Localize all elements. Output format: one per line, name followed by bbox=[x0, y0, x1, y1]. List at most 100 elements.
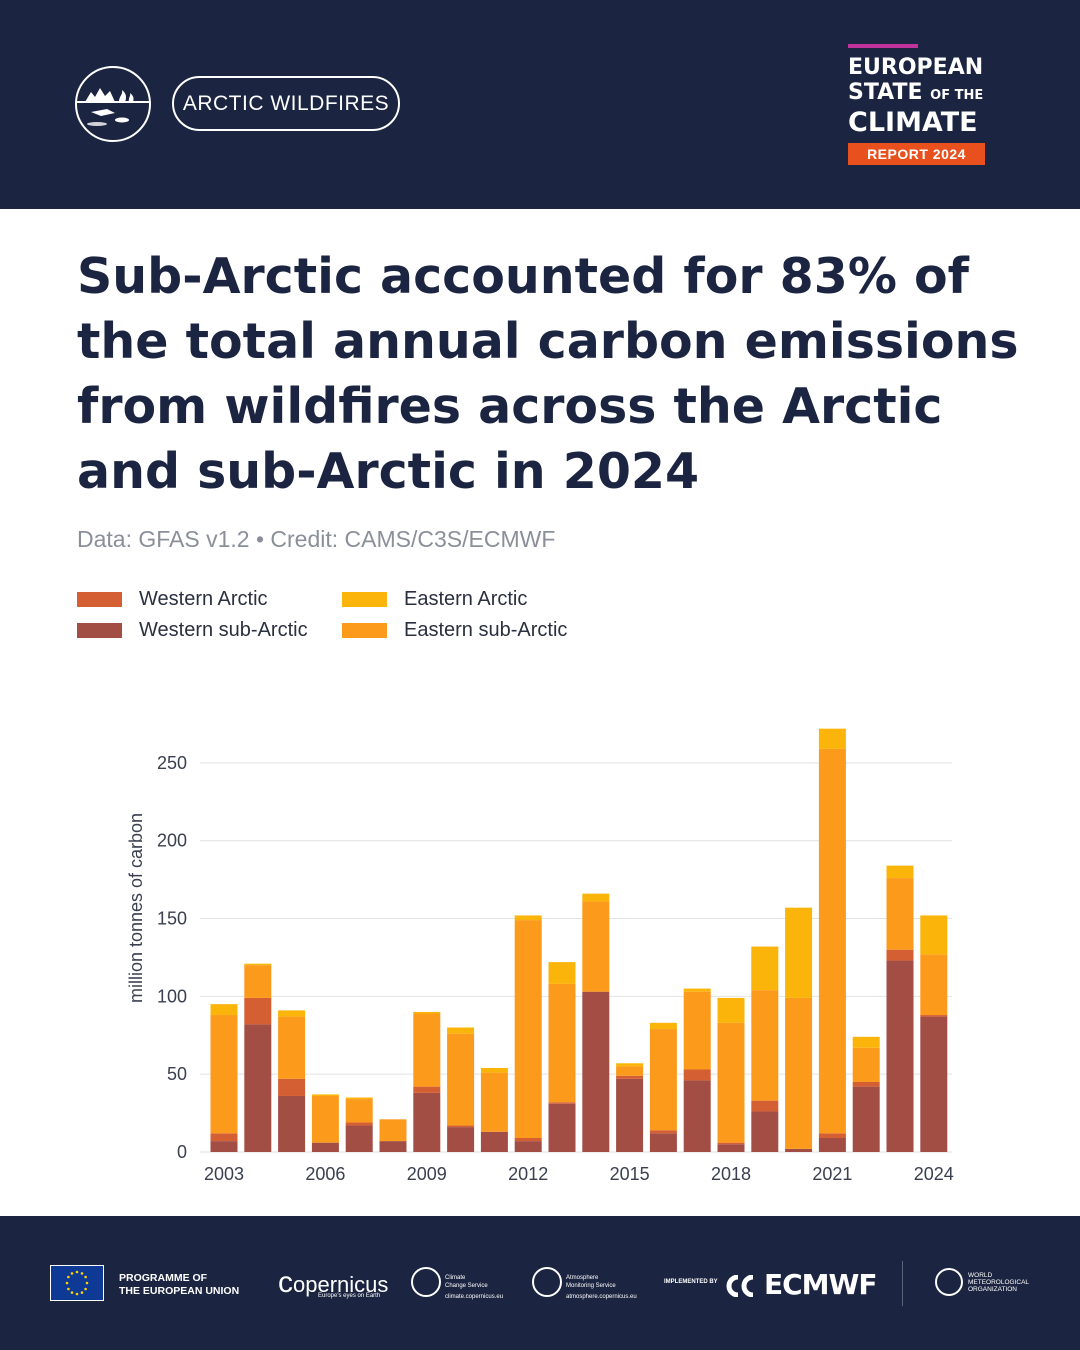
bar-segment-western-sub-arctic-2008 bbox=[379, 1141, 407, 1152]
legend-item-eastern-arctic: Eastern Arctic bbox=[342, 588, 527, 611]
x-tick-label: 2015 bbox=[610, 1164, 650, 1184]
bar-segment-western-arctic-2017 bbox=[683, 1069, 711, 1081]
bar-segment-eastern-arctic-2022 bbox=[852, 1036, 880, 1048]
bar-segment-western-sub-arctic-2017 bbox=[683, 1080, 711, 1152]
y-axis-ticks: 0 50 100 150 200 250 bbox=[157, 753, 187, 1162]
x-tick-label: 2009 bbox=[407, 1164, 447, 1184]
bar-segment-western-arctic-2013 bbox=[548, 1102, 576, 1104]
bar-segment-western-sub-arctic-2020 bbox=[785, 1148, 813, 1152]
legend-item-western-arctic: Western Arctic bbox=[77, 588, 268, 611]
stacked-bar-chart: 0 50 100 150 200 250 2003 2006 2009 2012 2015 2018… bbox=[126, 728, 954, 1184]
wmo-emblem-icon bbox=[935, 1268, 963, 1296]
cams-url: atmosphere.copernicus.eu bbox=[566, 1294, 637, 1300]
logo-word-state: STATE bbox=[848, 80, 923, 105]
bar-segment-western-sub-arctic-2019 bbox=[751, 1111, 779, 1152]
bar-segment-western-sub-arctic-2022 bbox=[852, 1086, 880, 1152]
bar-segment-western-arctic-2010 bbox=[447, 1125, 475, 1128]
bar-segment-eastern-arctic-2020 bbox=[785, 907, 813, 998]
bars bbox=[210, 728, 948, 1152]
bar-segment-eastern-sub-arctic-2008 bbox=[379, 1119, 407, 1142]
cams-line: Monitoring Service bbox=[566, 1283, 616, 1289]
bar-segment-eastern-sub-arctic-2017 bbox=[683, 991, 711, 1070]
copernicus-logo-c: c bbox=[278, 1266, 293, 1299]
wmo-line: METEOROLOGICAL bbox=[968, 1279, 1030, 1286]
bar-segment-western-sub-arctic-2010 bbox=[447, 1127, 475, 1152]
bar-segment-eastern-arctic-2016 bbox=[649, 1022, 677, 1030]
y-tick-label: 100 bbox=[157, 986, 187, 1006]
bar-segment-western-sub-arctic-2018 bbox=[717, 1144, 745, 1152]
bar-segment-eastern-sub-arctic-2020 bbox=[785, 997, 813, 1149]
x-tick-label: 2021 bbox=[812, 1164, 852, 1184]
x-tick-label: 2018 bbox=[711, 1164, 751, 1184]
legend-swatch bbox=[342, 592, 387, 607]
legend-label: Eastern Arctic bbox=[404, 588, 528, 610]
cams-globe-icon bbox=[532, 1267, 562, 1297]
c3s-text: Climate Change Service climate.copernicu… bbox=[445, 1274, 503, 1301]
copernicus-logo: copernicus bbox=[278, 1266, 388, 1300]
bar-segment-eastern-arctic-2013 bbox=[548, 962, 576, 984]
bar-segment-western-arctic-2016 bbox=[649, 1130, 677, 1134]
cams-text: Atmosphere Monitoring Service atmosphere… bbox=[566, 1274, 637, 1301]
footer-banner: PROGRAMME OF THE EUROPEAN UNION copernic… bbox=[0, 1216, 1080, 1350]
bar-segment-western-sub-arctic-2011 bbox=[480, 1131, 508, 1152]
copernicus-tagline: Europe's eyes on Earth bbox=[318, 1293, 381, 1299]
logo-line-climate: CLIMATE bbox=[848, 107, 978, 138]
bar-segment-eastern-sub-arctic-2009 bbox=[413, 1013, 441, 1087]
c3s-url: climate.copernicus.eu bbox=[445, 1294, 504, 1300]
eu-text-line: PROGRAMME OF bbox=[119, 1272, 208, 1284]
bar-segment-eastern-arctic-2023 bbox=[886, 865, 914, 879]
bar-segment-western-arctic-2012 bbox=[514, 1137, 542, 1142]
bar-segment-western-sub-arctic-2005 bbox=[278, 1095, 306, 1152]
bar-segment-western-arctic-2018 bbox=[717, 1142, 745, 1145]
logo-word-of-the: OF THE bbox=[930, 88, 984, 103]
page-title: Sub-Arctic accounted for 83% of the tota… bbox=[77, 248, 1019, 500]
bar-segment-western-arctic-2021 bbox=[818, 1133, 846, 1138]
bar-segment-eastern-arctic-2007 bbox=[345, 1097, 373, 1100]
eu-programme-text: PROGRAMME OF THE EUROPEAN UNION bbox=[119, 1272, 239, 1298]
bar-segment-western-arctic-2022 bbox=[852, 1081, 880, 1087]
bar-segment-western-arctic-2024 bbox=[920, 1015, 948, 1017]
ecmwf-symbol-icon bbox=[726, 1274, 754, 1298]
bar-segment-western-arctic-2007 bbox=[345, 1122, 373, 1126]
bar-segment-eastern-arctic-2010 bbox=[447, 1027, 475, 1034]
bar-segment-eastern-sub-arctic-2006 bbox=[311, 1095, 339, 1143]
legend-item-western-subarctic: Western sub-Arctic bbox=[77, 619, 308, 642]
bar-segment-western-arctic-2003 bbox=[210, 1133, 238, 1142]
bar-segment-eastern-sub-arctic-2003 bbox=[210, 1015, 238, 1134]
bar-segment-western-sub-arctic-2007 bbox=[345, 1125, 373, 1152]
c3s-line: Climate bbox=[445, 1275, 466, 1281]
legend-swatch bbox=[342, 623, 387, 638]
esotc-report-logo: EUROPEAN STATE OF THE CLIMATE REPORT 202… bbox=[848, 44, 988, 165]
bar-segment-eastern-sub-arctic-2005 bbox=[278, 1016, 306, 1079]
bar-segment-eastern-arctic-2004 bbox=[244, 963, 272, 966]
c3s-globe-icon bbox=[411, 1267, 441, 1297]
c3s-line: Change Service bbox=[445, 1283, 488, 1289]
bar-segment-eastern-sub-arctic-2015 bbox=[616, 1066, 644, 1076]
ecmwf-logo-text: ECMWF bbox=[764, 1268, 878, 1301]
y-tick-label: 50 bbox=[167, 1064, 187, 1084]
y-tick-label: 0 bbox=[177, 1142, 187, 1162]
section-badge: ARCTIC WILDFIRES bbox=[172, 76, 400, 131]
logo-line-state: STATE OF THE bbox=[848, 81, 988, 108]
bar-segment-eastern-arctic-2012 bbox=[514, 915, 542, 921]
eu-flag-icon bbox=[50, 1265, 104, 1301]
bar-segment-western-arctic-2004 bbox=[244, 997, 272, 1025]
wildfire-landscape-icon bbox=[77, 88, 149, 126]
bar-segment-eastern-sub-arctic-2010 bbox=[447, 1033, 475, 1126]
x-tick-label: 2012 bbox=[508, 1164, 548, 1184]
bar-segment-eastern-sub-arctic-2014 bbox=[582, 901, 610, 992]
copernicus-logo-text: opernicus bbox=[293, 1272, 389, 1297]
legend-swatch bbox=[77, 592, 122, 607]
y-axis-label: million tonnes of carbon bbox=[126, 813, 146, 1003]
bar-segment-eastern-sub-arctic-2019 bbox=[751, 990, 779, 1101]
bar-segment-eastern-sub-arctic-2007 bbox=[345, 1099, 373, 1123]
bar-segment-western-sub-arctic-2009 bbox=[413, 1092, 441, 1152]
legend-label: Western Arctic bbox=[139, 588, 268, 610]
wmo-line: WORLD bbox=[968, 1272, 993, 1279]
wmo-text: WORLD METEOROLOGICAL ORGANIZATION bbox=[968, 1272, 1029, 1293]
bar-segment-eastern-arctic-2015 bbox=[616, 1063, 644, 1067]
bar-segment-eastern-arctic-2017 bbox=[683, 988, 711, 992]
bar-segment-eastern-arctic-2021 bbox=[818, 728, 846, 749]
bar-segment-western-arctic-2015 bbox=[616, 1075, 644, 1079]
ecmwf-logo: ECMWF bbox=[726, 1268, 878, 1301]
